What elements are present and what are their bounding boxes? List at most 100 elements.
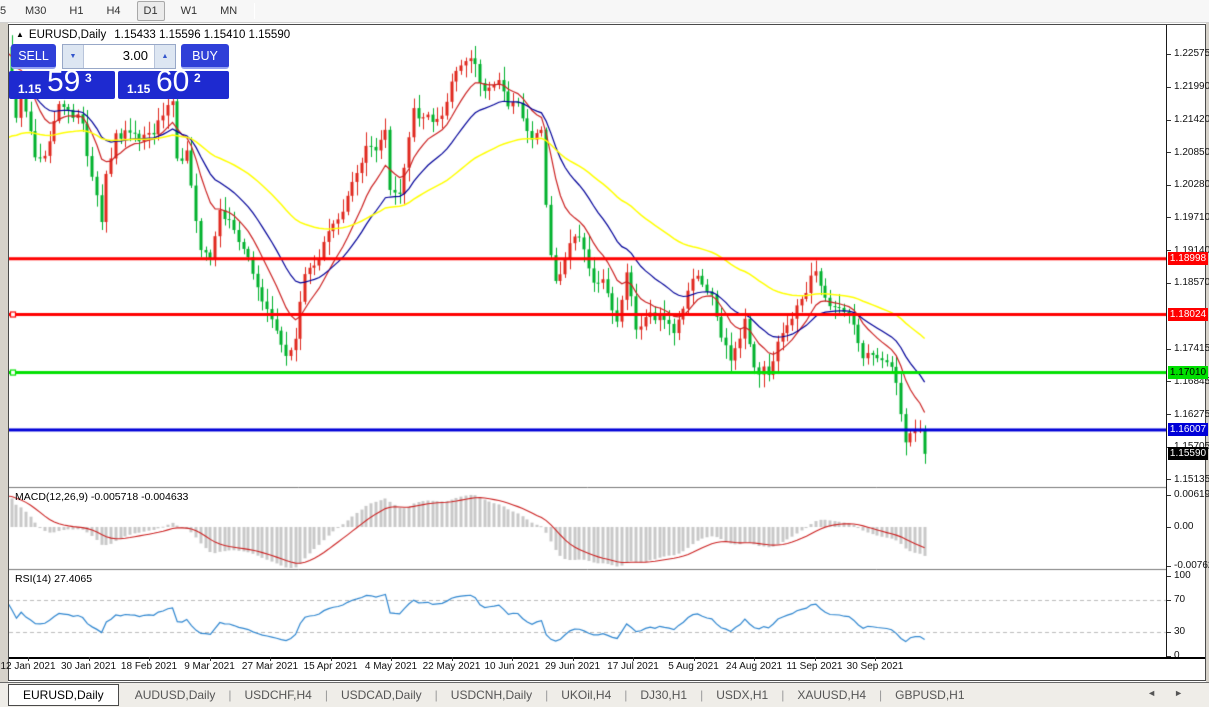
axis-tick	[1167, 119, 1171, 121]
date-tick	[451, 657, 453, 661]
tab-scroll-right-icon[interactable]: ►	[1174, 688, 1201, 698]
chart-symbol-label: EURUSD,Daily	[28, 29, 107, 41]
chart-tab-bar: EURUSD,Daily AUDUSD,Daily | USDCHF,H4 | USDCA…	[0, 682, 1209, 707]
date-label: 30 Sep 2021	[846, 661, 904, 672]
left-edge-strip	[0, 23, 8, 707]
toolbar-separator	[254, 3, 256, 19]
rsi-axis-label: 100	[1174, 570, 1191, 581]
tab-separator: |	[879, 688, 883, 702]
date-label: 27 Mar 2021	[241, 661, 299, 672]
chart-tab-usdx-h1[interactable]: USDX,H1	[716, 688, 769, 702]
axis-tick	[1167, 575, 1171, 577]
tab-separator: |	[545, 688, 549, 702]
rsi-axis-label: 70	[1174, 594, 1186, 605]
chart-tab-eurusd-daily[interactable]: EURUSD,Daily	[8, 684, 119, 706]
axis-tick	[1167, 494, 1171, 496]
axis-tick	[1167, 86, 1171, 88]
axis-tick	[1167, 184, 1171, 186]
sell-price-big: 59	[47, 65, 81, 98]
volume-decrease-icon[interactable]: ▼	[63, 45, 84, 68]
timeframe-toolbar: 5 M30 H1 H4 D1 W1 MN	[0, 0, 1209, 23]
price-axis[interactable]: 1.22575 1.21990 1.21420 1.20850 1.20280 1.197…	[1167, 25, 1209, 661]
axis-tick	[1167, 282, 1171, 284]
timeframe-button-m30[interactable]: M30	[25, 5, 47, 17]
one-click-trade-panel: SELL ▼ 3.00 ▲ BUY 1.15 59 3 1.15 60 2	[9, 44, 229, 99]
sell-button[interactable]: SELL	[11, 44, 56, 69]
axis-tick	[1167, 348, 1171, 350]
chart-tab-ukoil-h4[interactable]: UKOil,H4	[561, 688, 612, 702]
timeframe-button-w1[interactable]: W1	[180, 5, 198, 17]
macd-name: MACD(12,26,9)	[15, 491, 88, 503]
date-tick	[572, 657, 574, 661]
date-label: 11 Sep 2021	[786, 661, 843, 672]
candlestick-chart-canvas[interactable]	[9, 25, 1166, 658]
chart-tab-usdchf-h4[interactable]: USDCHF,H4	[244, 688, 312, 702]
volume-increase-icon[interactable]: ▲	[154, 45, 175, 68]
price-axis-label: 1.16845	[1174, 375, 1209, 387]
axis-tick	[1167, 479, 1171, 481]
axis-tick	[1167, 655, 1171, 657]
buy-button[interactable]: BUY	[181, 44, 229, 69]
timeframe-button-d1[interactable]: D1	[136, 1, 165, 21]
axis-tick	[1167, 53, 1171, 55]
price-axis-label: 1.19140	[1174, 244, 1209, 256]
date-label: 18 Feb 2021	[120, 661, 178, 672]
tab-scroll-arrows: ◄►	[1147, 688, 1201, 698]
volume-input[interactable]: 3.00	[84, 45, 154, 68]
chart-tab-dj30-h1[interactable]: DJ30,H1	[640, 688, 688, 702]
date-label: 10 Jun 2021	[484, 661, 540, 672]
price-axis-label: 1.15705	[1174, 441, 1209, 452]
price-axis-label: 1.21420	[1174, 114, 1209, 126]
date-tick	[28, 657, 29, 661]
timeframe-button-h4[interactable]: H4	[106, 5, 121, 17]
rsi-axis-label: 30	[1174, 626, 1186, 637]
macd-values: -0.005718 -0.004633	[90, 491, 189, 503]
date-label: 9 Mar 2021	[184, 661, 235, 672]
date-label: 15 Apr 2021	[303, 661, 358, 672]
timeframe-button-h1[interactable]: H1	[69, 5, 84, 17]
sell-price-display[interactable]: 1.15 59 3	[9, 65, 115, 99]
chart-tab-xauusd-h4[interactable]: XAUUSD,H4	[797, 688, 867, 702]
axis-tick	[1167, 250, 1171, 252]
date-label: 17 Jul 2021	[607, 661, 659, 672]
date-tick	[814, 657, 816, 661]
axis-tick	[1167, 526, 1171, 528]
date-tick	[209, 657, 211, 661]
axis-tick	[1167, 631, 1171, 633]
date-tick	[330, 657, 332, 661]
tab-separator: |	[434, 688, 438, 702]
date-axis[interactable]: 12 Jan 2021 30 Jan 2021 18 Feb 2021 9 Mar 2…	[0, 657, 1166, 679]
right-edge-strip	[1206, 23, 1209, 707]
axis-tick	[1167, 217, 1171, 219]
macd-axis-label: -0.007621	[1174, 560, 1209, 572]
date-label: 5 Aug 2021	[668, 661, 719, 672]
timeframe-button-mn[interactable]: MN	[220, 5, 238, 17]
chart-ohlc-values: 1.15433 1.15596 1.15410 1.15590	[114, 29, 291, 41]
tab-separator: |	[324, 688, 328, 702]
window-menu-icon[interactable]: ▲	[16, 30, 24, 39]
chart-window: ▲ EURUSD,Daily 1.15433 1.15596 1.15410 1.1…	[0, 24, 1209, 681]
date-tick	[149, 657, 150, 661]
chart-tab-gbpusd-h1[interactable]: GBPUSD,H1	[895, 688, 965, 702]
buy-price-sup: 2	[194, 71, 201, 85]
price-axis-label: 1.21990	[1174, 81, 1209, 93]
price-axis-label: 1.17415	[1174, 343, 1209, 355]
price-axis-label: 1.15135	[1174, 473, 1209, 485]
chart-tab-usdcad-daily[interactable]: USDCAD,Daily	[340, 688, 422, 702]
level-price-label: 1.18024	[1168, 308, 1208, 321]
rsi-indicator-label: RSI(14) 27.4065	[15, 573, 92, 585]
buy-price-display[interactable]: 1.15 60 2	[118, 65, 229, 99]
tab-separator: |	[228, 688, 232, 702]
price-axis-label: 1.19710	[1174, 211, 1209, 223]
date-label: 24 Aug 2021	[725, 661, 783, 672]
sell-price-base: 1.15	[18, 82, 42, 96]
timeframe-button-5[interactable]: 5	[0, 5, 7, 17]
axis-tick	[1167, 381, 1171, 383]
macd-axis-label: 0.00	[1174, 521, 1194, 532]
tab-scroll-left-icon[interactable]: ◄	[1147, 688, 1175, 698]
macd-indicator-label: MACD(12,26,9) -0.005718 -0.004633	[15, 491, 188, 503]
date-tick	[512, 657, 513, 661]
chart-tab-audusd-daily[interactable]: AUDUSD,Daily	[134, 688, 216, 702]
date-tick	[754, 657, 755, 661]
chart-tab-usdcnh-daily[interactable]: USDCNH,Daily	[450, 688, 533, 702]
